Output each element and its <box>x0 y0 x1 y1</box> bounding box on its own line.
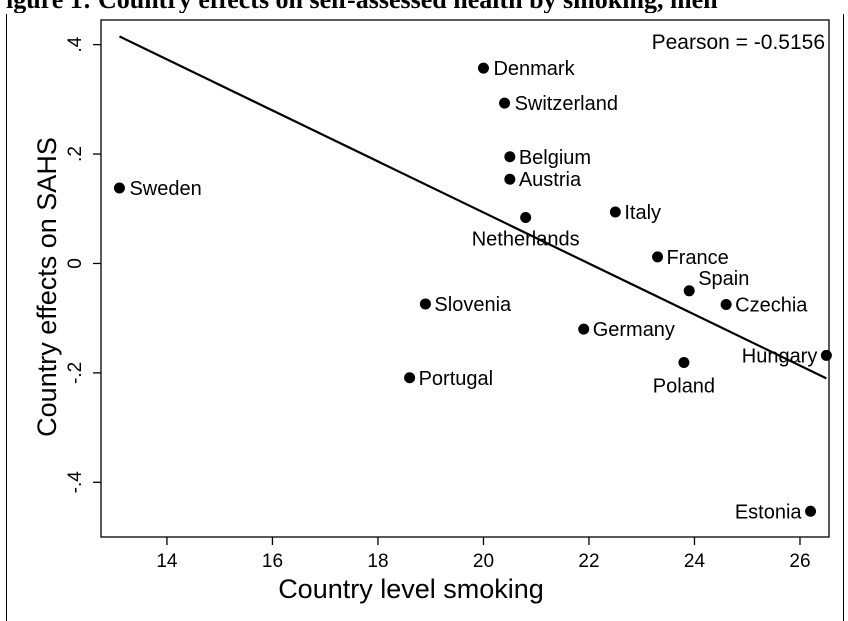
point-label: Portugal <box>419 368 494 390</box>
data-point <box>419 298 431 310</box>
data-point <box>678 356 690 368</box>
point-label: Austria <box>519 169 582 191</box>
data-point <box>504 151 516 163</box>
point-label: Estonia <box>735 501 803 523</box>
y-tick-label: .4 <box>65 36 86 52</box>
data-point <box>113 182 125 194</box>
x-tick-label: 16 <box>262 551 283 572</box>
figure-title-fragment: igure 1: Country effects on self-assesse… <box>6 0 848 13</box>
data-point <box>499 97 511 109</box>
y-tick-label: -.4 <box>65 471 86 494</box>
fit-line <box>118 35 827 380</box>
data-point <box>578 323 590 335</box>
plot-frame <box>100 19 830 538</box>
data-point <box>720 298 732 310</box>
x-tick-label: 24 <box>684 551 706 572</box>
point-label: Germany <box>593 319 675 341</box>
x-tick-label: 18 <box>367 551 388 572</box>
data-point <box>520 211 532 223</box>
data-point <box>683 285 695 297</box>
y-axis-label: Country effects on SAHS <box>32 137 62 437</box>
point-label: Spain <box>698 268 749 290</box>
figure-frame <box>6 14 844 621</box>
point-label: Italy <box>624 202 661 224</box>
point-label: France <box>667 247 729 269</box>
point-label: Hungary <box>742 345 818 367</box>
data-point <box>652 251 664 263</box>
data-point <box>477 62 489 74</box>
y-tick-label: .2 <box>65 146 86 162</box>
data-point <box>805 505 817 517</box>
x-tick-label: 20 <box>473 551 494 572</box>
data-point <box>820 349 832 361</box>
y-tick-label: -.2 <box>65 362 86 384</box>
x-tick-label: 26 <box>789 551 810 572</box>
data-point <box>404 372 416 384</box>
data-point <box>609 206 621 218</box>
x-tick-label: 14 <box>156 551 178 572</box>
x-tick-label: 22 <box>578 551 599 572</box>
pearson-annotation: Pearson = -0.5156 <box>652 31 825 54</box>
point-label: Switzerland <box>515 93 618 115</box>
point-label: Netherlands <box>472 228 580 250</box>
y-tick-label: 0 <box>65 258 86 269</box>
point-label: Czechia <box>735 294 808 316</box>
point-label: Denmark <box>493 58 575 80</box>
point-label: Slovenia <box>434 294 512 316</box>
x-axis-label: Country level smoking <box>278 574 544 604</box>
point-label: Sweden <box>129 178 201 200</box>
point-label: Poland <box>653 375 715 397</box>
data-point <box>504 173 516 185</box>
point-label: Belgium <box>519 147 591 169</box>
